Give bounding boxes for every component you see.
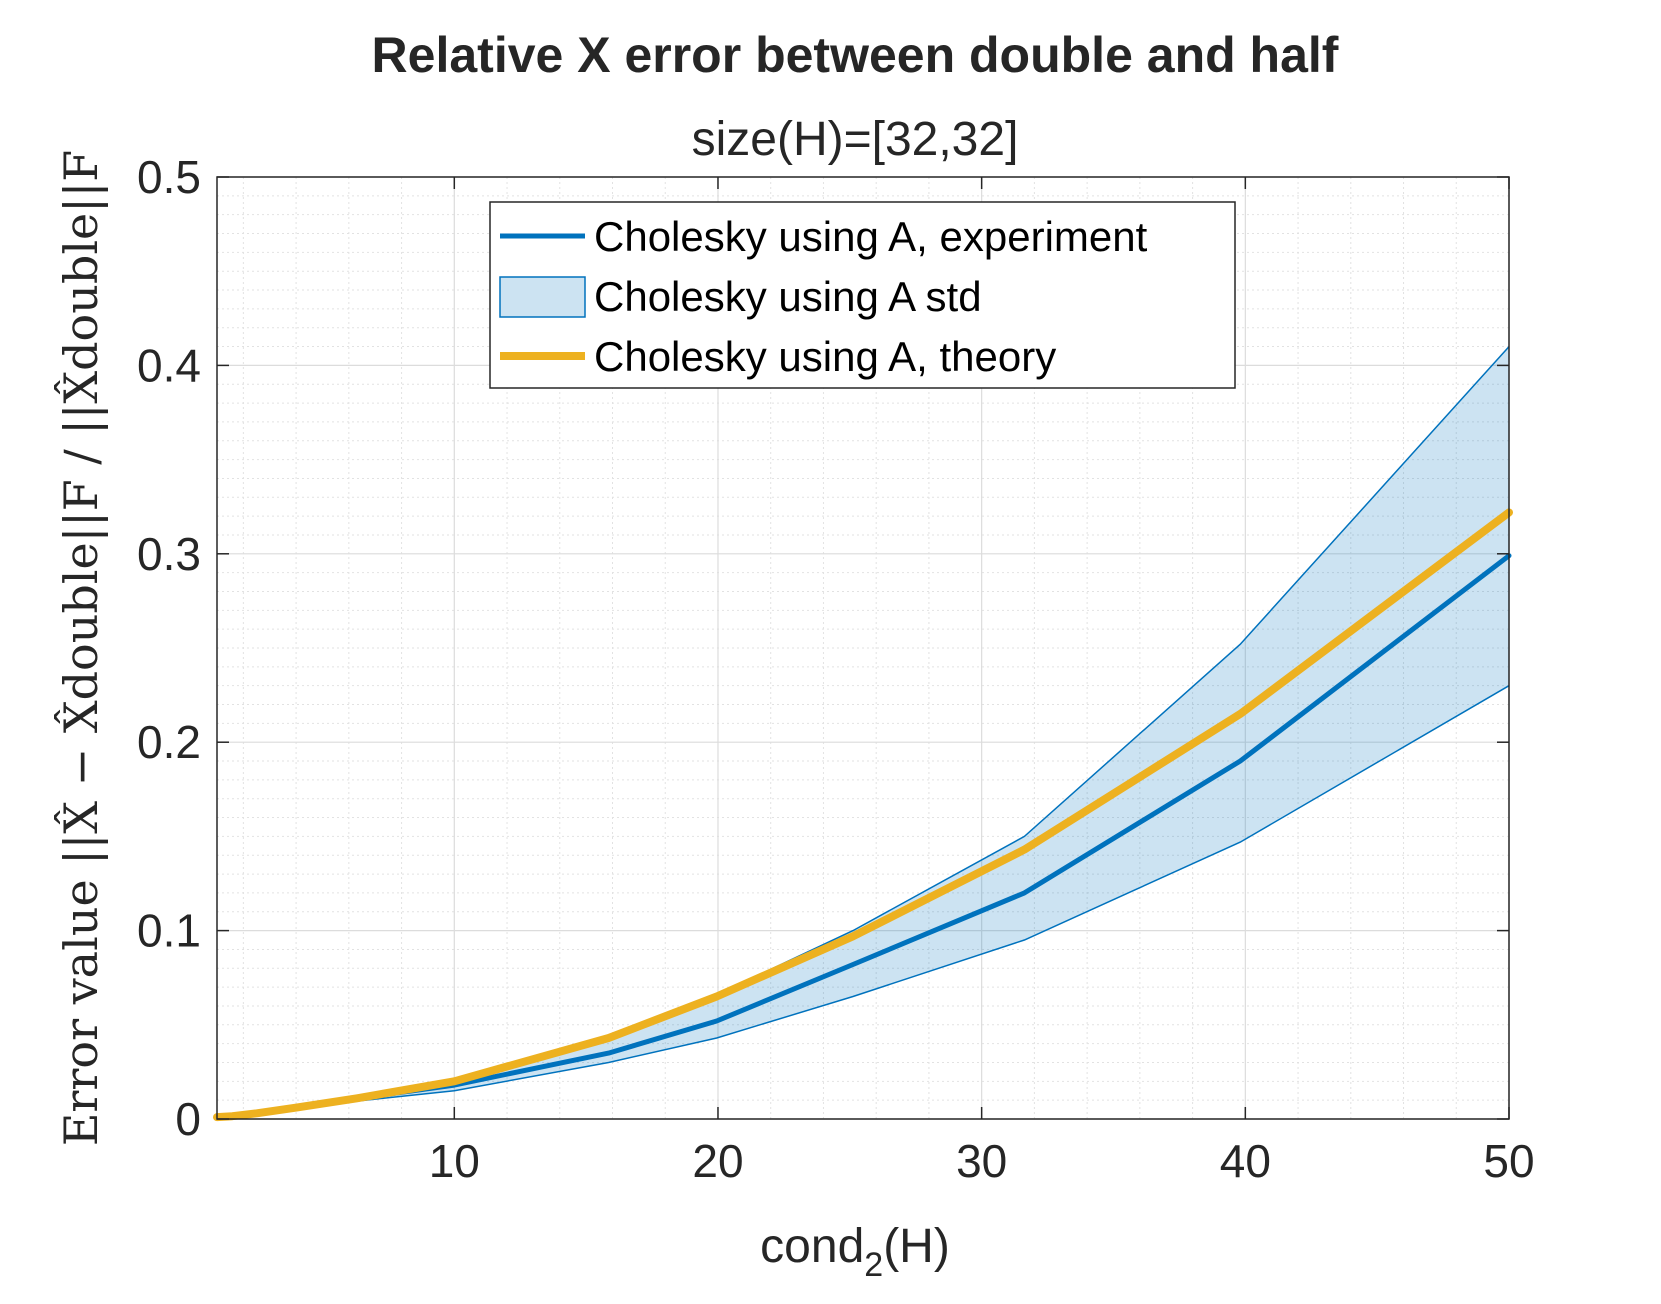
- x-tick-label: 10: [429, 1135, 480, 1187]
- chart-subtitle: size(H)=[32,32]: [692, 113, 1019, 166]
- y-tick-label: 0.4: [137, 339, 201, 391]
- x-tick-label: 30: [956, 1135, 1007, 1187]
- x-axis-label-tail: (H): [883, 1220, 950, 1273]
- plot-area-frame: [216, 176, 1510, 1120]
- legend-swatch-std: [499, 276, 586, 318]
- std-band-area: [217, 346, 1509, 1118]
- y-tick-label: 0: [175, 1093, 201, 1145]
- tick-layer: 10 20 30 40 50 0 0.1 0.2 0.3 0.4 0.5: [137, 151, 1535, 1187]
- y-axis-label: Error value ||X̂ − X̂double||F / ||X̂dou…: [54, 150, 108, 1146]
- legend-label-experiment: Cholesky using A, experiment: [594, 213, 1148, 260]
- chart-title: Relative X error between double and half: [372, 27, 1339, 83]
- x-tick-label: 40: [1220, 1135, 1271, 1187]
- x-axis-label-main: cond: [760, 1220, 864, 1273]
- y-tick-label: 0.5: [137, 151, 201, 203]
- y-tick-label: 0.3: [137, 528, 201, 580]
- y-tick-label: 0.1: [137, 905, 201, 957]
- legend-label-std: Cholesky using A std: [594, 273, 982, 320]
- legend: Cholesky using A, experiment Cholesky us…: [489, 201, 1236, 389]
- x-tick-label: 20: [692, 1135, 743, 1187]
- x-axis-label-subscript: 2: [864, 1246, 883, 1284]
- series-line-theory: [213, 508, 1513, 1122]
- x-tick-label: 50: [1483, 1135, 1534, 1187]
- x-axis-label: cond2(H): [760, 1220, 950, 1284]
- data-layer: [213, 346, 1513, 1122]
- y-tick-label: 0.2: [137, 716, 201, 768]
- legend-label-theory: Cholesky using A, theory: [594, 333, 1056, 380]
- legend-box: [489, 201, 1236, 389]
